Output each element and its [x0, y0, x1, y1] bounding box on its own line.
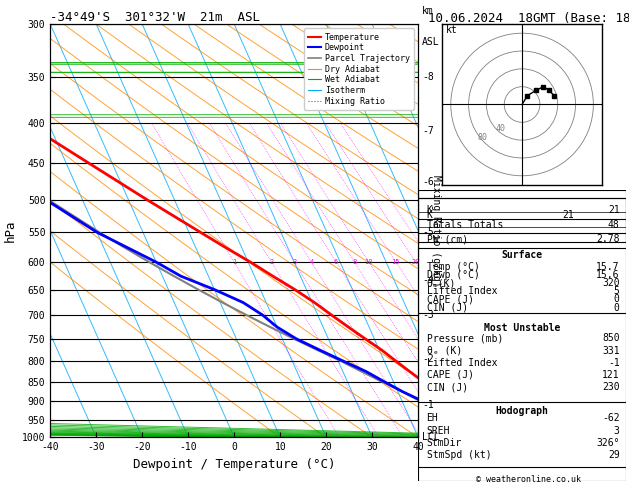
Text: -4: -4: [422, 275, 433, 285]
Text: CIN (J): CIN (J): [426, 303, 468, 312]
Text: -7: -7: [422, 126, 433, 137]
Text: 850: 850: [602, 333, 620, 343]
Text: Temp (°C): Temp (°C): [426, 262, 479, 272]
Text: Surface: Surface: [501, 250, 543, 260]
Text: -2: -2: [422, 354, 433, 364]
Text: 4: 4: [309, 259, 313, 265]
Text: θₑ(K): θₑ(K): [426, 278, 456, 288]
Text: -62: -62: [602, 414, 620, 423]
Text: 21: 21: [608, 205, 620, 215]
Text: Lifted Index: Lifted Index: [426, 358, 497, 368]
Text: © weatheronline.co.uk: © weatheronline.co.uk: [476, 474, 581, 484]
Y-axis label: hPa: hPa: [3, 220, 16, 242]
Text: 10.06.2024  18GMT (Base: 18): 10.06.2024 18GMT (Base: 18): [428, 12, 629, 25]
Text: 3: 3: [614, 426, 620, 435]
Text: 15: 15: [392, 259, 400, 265]
Text: K: K: [426, 205, 433, 215]
Text: Lifted Index: Lifted Index: [426, 286, 497, 296]
Text: kt: kt: [445, 25, 457, 35]
Text: Mixing Ratio (g/kg): Mixing Ratio (g/kg): [431, 175, 441, 287]
Text: 320: 320: [602, 278, 620, 288]
Text: 0: 0: [614, 303, 620, 312]
Text: km: km: [422, 6, 433, 16]
Text: 5: 5: [614, 286, 620, 296]
Text: 15.7: 15.7: [596, 262, 620, 272]
Text: 15.6: 15.6: [596, 270, 620, 280]
Text: CAPE (J): CAPE (J): [426, 295, 474, 304]
Text: Dewp (°C): Dewp (°C): [426, 270, 479, 280]
Text: -8: -8: [422, 72, 433, 82]
Text: 121: 121: [602, 370, 620, 380]
Text: -5: -5: [422, 227, 433, 237]
Text: CIN (J): CIN (J): [426, 382, 468, 392]
Legend: Temperature, Dewpoint, Parcel Trajectory, Dry Adiabat, Wet Adiabat, Isotherm, Mi: Temperature, Dewpoint, Parcel Trajectory…: [304, 29, 414, 110]
Text: Totals Totals: Totals Totals: [426, 220, 503, 229]
Text: 230: 230: [602, 382, 620, 392]
Text: 6: 6: [334, 259, 338, 265]
Text: SREH: SREH: [426, 426, 450, 435]
Text: 21: 21: [562, 210, 574, 220]
Bar: [418, 198, 626, 242]
Text: PW (cm): PW (cm): [426, 234, 468, 244]
Text: θₑ (K): θₑ (K): [426, 346, 462, 355]
Text: 80: 80: [477, 133, 487, 142]
X-axis label: Dewpoint / Temperature (°C): Dewpoint / Temperature (°C): [133, 458, 335, 471]
Text: 20: 20: [411, 259, 420, 265]
Text: K: K: [426, 210, 433, 220]
Text: -34°49'S  301°32'W  21m  ASL: -34°49'S 301°32'W 21m ASL: [50, 11, 260, 24]
Text: -3: -3: [422, 310, 433, 320]
Text: Pressure (mb): Pressure (mb): [426, 333, 503, 343]
Text: 326°: 326°: [596, 438, 620, 448]
Text: Most Unstable: Most Unstable: [484, 323, 560, 333]
Text: 1: 1: [232, 259, 237, 265]
Text: LCL: LCL: [422, 433, 440, 442]
Text: StmDir: StmDir: [426, 438, 462, 448]
Text: 8: 8: [352, 259, 357, 265]
Text: 2: 2: [269, 259, 274, 265]
Text: -1: -1: [608, 358, 620, 368]
Text: 40: 40: [496, 124, 505, 133]
Text: 29: 29: [608, 450, 620, 460]
Text: StmSpd (kt): StmSpd (kt): [426, 450, 491, 460]
Text: Hodograph: Hodograph: [496, 406, 548, 416]
Text: 331: 331: [602, 346, 620, 355]
Text: 2.78: 2.78: [596, 234, 620, 244]
Text: ASL: ASL: [422, 37, 440, 47]
Text: CAPE (J): CAPE (J): [426, 370, 474, 380]
Text: 0: 0: [614, 295, 620, 304]
Text: EH: EH: [426, 414, 438, 423]
Text: -6: -6: [422, 177, 433, 187]
Text: 48: 48: [608, 220, 620, 229]
Text: 3: 3: [292, 259, 296, 265]
Text: 10: 10: [365, 259, 373, 265]
Text: -1: -1: [422, 400, 433, 410]
